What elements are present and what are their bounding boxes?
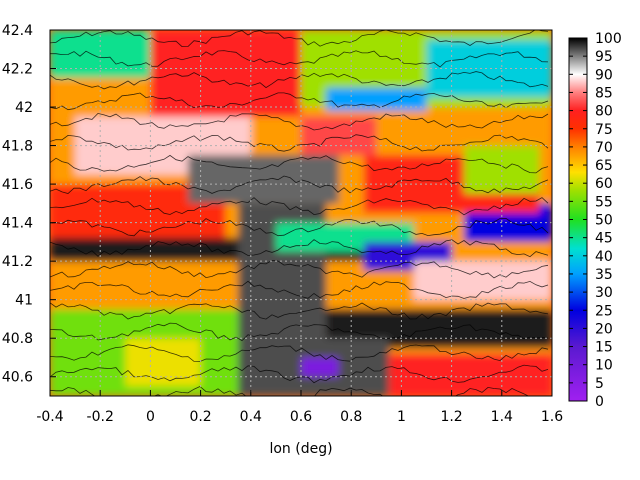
colorbar-tick-label: 20 <box>595 321 613 337</box>
x-tick-label: 0.2 <box>189 409 211 425</box>
plot-area <box>50 30 552 396</box>
contour-line <box>50 217 549 237</box>
contour-line <box>50 112 549 131</box>
contour-line <box>50 386 530 396</box>
x-tick-label: -0.2 <box>87 409 114 425</box>
heatmap-region <box>188 155 339 204</box>
y-tick-label: 41.2 <box>2 254 33 270</box>
colorbar-tick-label: 40 <box>595 249 613 265</box>
heatmap-region <box>413 261 552 300</box>
heatmap-region <box>125 338 201 387</box>
contour-line <box>50 239 549 258</box>
colorbar-tick-label: 50 <box>595 213 613 229</box>
colorbar-tick-label: 65 <box>595 158 613 174</box>
colorbar: 0 5 10 15 20 25 30 35 40 45 50 55 60 65 70 75 80 85 90 95 10… <box>568 31 622 410</box>
x-tick-label: 1.4 <box>491 409 513 425</box>
heatmap-region <box>388 353 552 396</box>
contour-line <box>50 197 549 216</box>
contour-line <box>50 92 549 111</box>
contour-line <box>50 134 549 152</box>
colorbar-tick-label: 100 <box>595 31 622 47</box>
contour-line <box>50 175 549 194</box>
colorbar-tick-label: 60 <box>595 176 613 192</box>
contour-line <box>50 259 549 279</box>
grid-lines <box>50 30 552 396</box>
x-tick-label: 0.8 <box>340 409 362 425</box>
contour-line <box>50 364 549 384</box>
colorbar-tick-label: 70 <box>595 140 613 156</box>
y-tick-label: 42 <box>15 100 33 116</box>
y-tick-label: 41.4 <box>2 216 33 232</box>
x-tick-label: 1 <box>397 409 406 425</box>
colorbar-tick-label: 0 <box>595 394 604 410</box>
colorbar-tick-label: 85 <box>595 85 613 101</box>
contour-lines <box>50 30 549 396</box>
y-tick-label: 40.8 <box>2 331 33 347</box>
contour-line <box>50 280 549 299</box>
y-tick-label: 41.8 <box>2 139 33 155</box>
colorbar-ticks: 0 5 10 15 20 25 30 35 40 45 50 55 60 65 70 75 80 85 90 95 10… <box>569 31 622 410</box>
colorbar-tick-label: 55 <box>595 194 613 210</box>
heatmap-region <box>50 238 239 252</box>
x-tick-label: 0.4 <box>240 409 262 425</box>
heatmap-regions <box>50 30 552 396</box>
x-tick-label: 1.2 <box>440 409 462 425</box>
heatmap-region <box>301 357 339 377</box>
y-tick-label: 40.6 <box>2 370 33 386</box>
colorbar-tick-label: 10 <box>595 358 613 374</box>
colorbar-tick-label: 45 <box>595 231 613 247</box>
colorbar-tick-label: 75 <box>595 122 613 138</box>
x-tick-label: -0.4 <box>36 409 63 425</box>
x-tick-label: 1.6 <box>541 409 563 425</box>
y-tick-label: 42.2 <box>2 62 33 78</box>
x-axis-label: lon (deg) <box>269 441 332 457</box>
contour-line <box>50 154 549 174</box>
heatmap-region <box>301 116 377 156</box>
colorbar-tick-label: 90 <box>595 67 613 83</box>
y-tick-label: 41.6 <box>2 177 33 193</box>
contour-line <box>50 50 549 68</box>
contour-line <box>50 71 549 90</box>
y-tick-label: 41 <box>15 293 33 309</box>
colorbar-tick-label: 15 <box>595 340 613 356</box>
x-tick-label: 0 <box>146 409 155 425</box>
contour-line <box>50 302 549 320</box>
colorbar-tick-label: 25 <box>595 303 613 319</box>
y-axis-ticks: 40.6 40.8 41 41.2 41.4 41.6 41.8 42 42.2 42.4 <box>2 23 56 386</box>
colorbar-tick-label: 35 <box>595 267 613 283</box>
colorbar-tick-label: 80 <box>595 104 613 120</box>
x-axis-ticks: -0.4 -0.2 0 0.2 0.4 0.6 0.8 1 1.2 1.4 1.6 <box>36 390 563 425</box>
x-tick-label: 0.6 <box>290 409 312 425</box>
heatmap-region <box>150 30 301 117</box>
y-tick-label: 42.4 <box>2 23 33 39</box>
colorbar-tick-label: 30 <box>595 285 613 301</box>
colorbar-tick-label: 5 <box>595 376 604 392</box>
contour-line <box>50 344 549 362</box>
contour-line <box>50 30 549 48</box>
contour-line <box>50 322 549 342</box>
colorbar-tick-label: 95 <box>595 49 613 65</box>
